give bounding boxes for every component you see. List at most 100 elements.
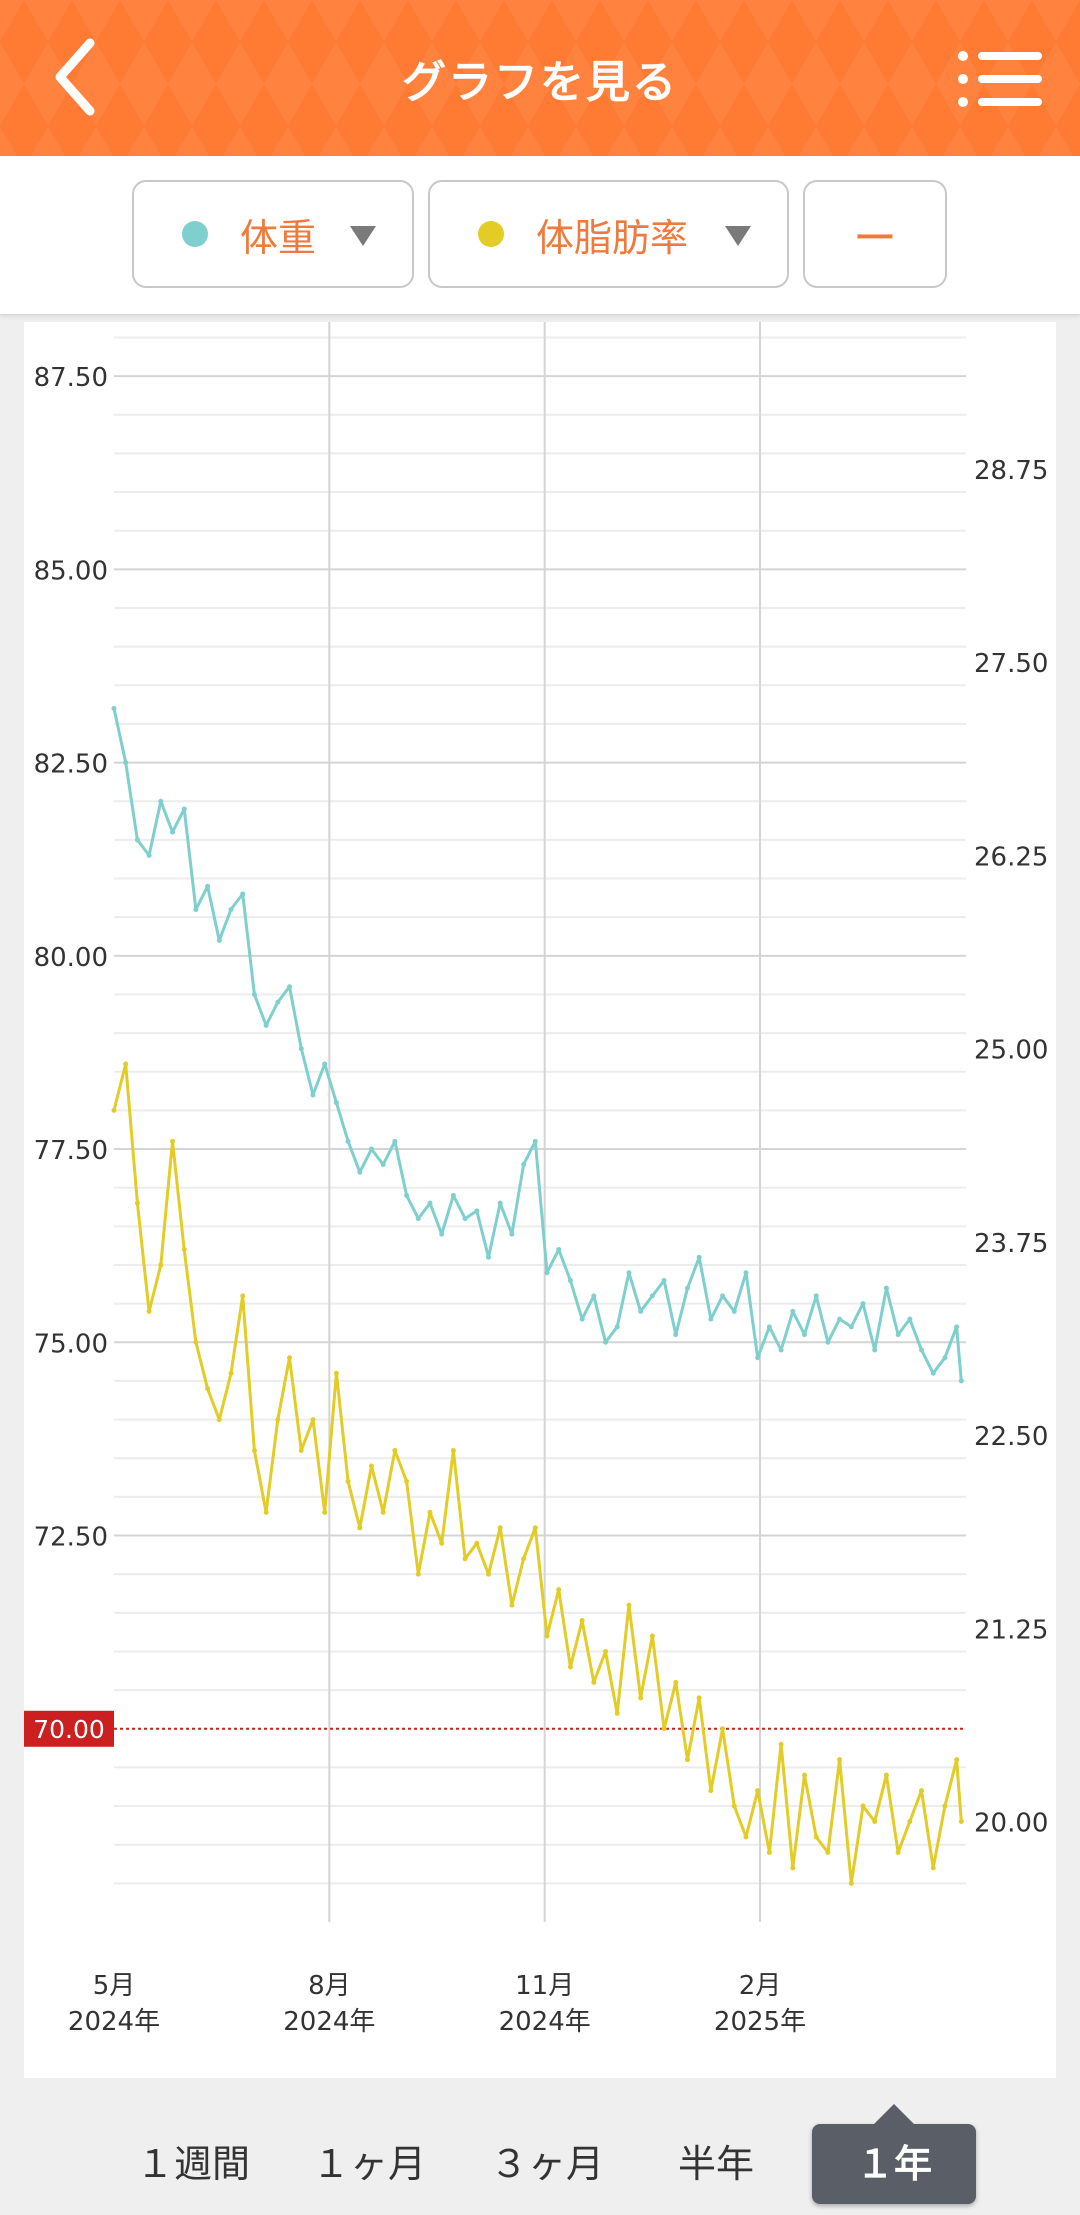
menu-button[interactable] <box>958 44 1044 114</box>
x-tick-month-label: 11月 <box>515 1971 574 2001</box>
tab-1-month[interactable]: １ヶ月 <box>311 2142 426 2186</box>
weight-data-point <box>626 1270 632 1276</box>
weight-data-point <box>427 1200 433 1206</box>
body-fat-data-point <box>614 1710 620 1716</box>
body-fat-data-point <box>415 1571 421 1577</box>
body-fat-data-point <box>661 1726 667 1732</box>
body-fat-data-point <box>837 1757 843 1763</box>
chart-area[interactable]: 87.50 85.00 82.50 80.00 77.50 75.00 72.50 28.75… <box>24 322 1056 2078</box>
weight-data-point <box>345 1138 351 1144</box>
chevron-left-icon <box>55 38 95 116</box>
weight-data-point <box>638 1308 644 1314</box>
weight-data-point <box>392 1138 398 1144</box>
body-fat-data-point <box>486 1571 492 1577</box>
weight-data-point <box>462 1216 468 1222</box>
body-fat-data-point <box>567 1664 573 1670</box>
target-line-label: 70.00 <box>33 1715 105 1744</box>
caret-down-icon <box>350 226 376 246</box>
y-right-tick-label: 25.00 <box>974 1036 1048 1066</box>
body-fat-data-point <box>778 1741 784 1747</box>
tab-1-week[interactable]: １週間 <box>135 2142 250 2186</box>
weight-data-point <box>579 1316 585 1322</box>
weight-data-point <box>942 1355 948 1361</box>
body-fat-data-point <box>649 1633 655 1639</box>
weight-data-point <box>603 1339 609 1345</box>
metric-selector-bar: 体重 体脂肪率 ー <box>0 156 1080 315</box>
app-header: グラフを見る <box>0 0 1080 156</box>
body-fat-data-point <box>158 1262 164 1268</box>
weight-data-point <box>181 806 187 812</box>
tab-3-months[interactable]: ３ヶ月 <box>489 2142 604 2186</box>
weight-data-point <box>954 1324 960 1330</box>
weight-data-point <box>708 1316 714 1322</box>
body-fat-data-point <box>263 1509 269 1515</box>
weight-data-point <box>368 1146 374 1152</box>
body-fat-data-point <box>532 1525 538 1531</box>
weight-data-point <box>322 1061 328 1067</box>
body-fat-data-point <box>860 1803 866 1809</box>
y-right-tick-label: 28.75 <box>974 456 1048 486</box>
y-left-tick-label: 85.00 <box>34 556 108 586</box>
body-fat-data-point <box>368 1463 374 1469</box>
weight-data-point <box>614 1324 620 1330</box>
body-fat-data-point <box>895 1849 901 1855</box>
body-fat-data-point <box>755 1788 761 1794</box>
back-button[interactable] <box>30 32 120 122</box>
body-fat-data-point <box>474 1540 480 1546</box>
body-fat-data-point <box>111 1107 117 1113</box>
weight-data-point <box>958 1378 964 1384</box>
y-right-tick-label: 22.50 <box>974 1422 1048 1452</box>
body-fat-data-point <box>696 1695 702 1701</box>
body-fat-data-point <box>825 1849 831 1855</box>
weight-data-point <box>567 1277 573 1283</box>
tab-label: １年 <box>855 2142 932 2186</box>
x-tick-year-label: 2025年 <box>714 2007 806 2037</box>
tab-1-year[interactable]: １年 <box>812 2104 976 2204</box>
weight-data-point <box>930 1370 936 1376</box>
weight-data-point <box>801 1332 807 1338</box>
body-fat-data-point <box>310 1417 316 1423</box>
body-fat-data-point <box>181 1247 187 1253</box>
metric-selector-label: 体脂肪率 <box>536 215 689 260</box>
body-fat-data-point <box>497 1525 503 1531</box>
body-fat-series-line <box>112 1062 963 1885</box>
body-fat-data-point <box>638 1695 644 1701</box>
weight-data-point <box>310 1092 316 1098</box>
weight-bodyfat-line-chart[interactable]: 87.50 85.00 82.50 80.00 77.50 75.00 72.50 28.75… <box>24 322 1056 2078</box>
body-fat-data-point <box>720 1726 726 1732</box>
body-fat-data-point <box>848 1880 854 1886</box>
y-left-tick-label: 87.50 <box>34 363 108 393</box>
weight-data-point <box>731 1308 737 1314</box>
metric-selector-weight[interactable]: 体重 <box>132 180 414 288</box>
series-color-dot <box>182 221 208 247</box>
metric-selector-none[interactable]: ー <box>803 180 947 288</box>
weight-data-point <box>474 1208 480 1214</box>
body-fat-data-point <box>228 1370 234 1376</box>
weight-data-point <box>146 852 152 858</box>
body-fat-data-point <box>298 1448 304 1454</box>
period-tabs: １週間 １ヶ月 ３ヶ月 半年 １年 <box>0 2078 1080 2215</box>
y-left-tick-label: 72.50 <box>34 1523 108 1553</box>
body-fat-data-point <box>930 1865 936 1871</box>
weight-data-point <box>275 999 281 1005</box>
weight-data-point <box>766 1324 772 1330</box>
tab-half-year[interactable]: 半年 <box>677 2142 754 2186</box>
metric-selector-body-fat[interactable]: 体脂肪率 <box>428 180 789 288</box>
weight-data-point <box>825 1339 831 1345</box>
weight-data-point <box>778 1347 784 1353</box>
weight-data-point <box>837 1316 843 1322</box>
body-fat-data-point <box>579 1618 585 1624</box>
weight-data-point <box>919 1347 925 1353</box>
weight-data-point <box>649 1293 655 1299</box>
weight-data-point <box>544 1270 550 1276</box>
body-fat-data-point <box>790 1865 796 1871</box>
body-fat-data-point <box>544 1633 550 1639</box>
body-fat-data-point <box>907 1819 913 1825</box>
series-color-dot <box>478 221 504 247</box>
body-fat-data-point <box>883 1772 889 1778</box>
body-fat-data-point <box>591 1679 597 1685</box>
weight-data-point <box>205 883 211 889</box>
weight-data-point <box>872 1347 878 1353</box>
weight-data-point <box>158 798 164 804</box>
weight-data-point <box>591 1293 597 1299</box>
